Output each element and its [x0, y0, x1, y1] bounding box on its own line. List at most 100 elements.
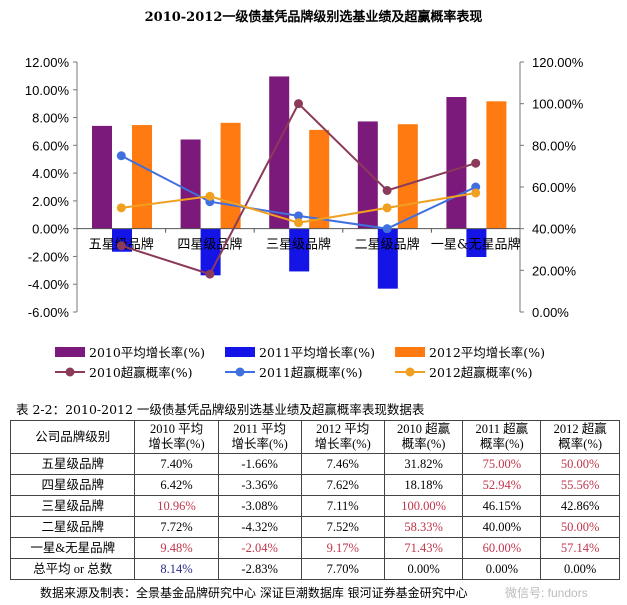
table-cell: 一星&无星品牌 [9, 537, 136, 559]
table-cell: 46.15% [462, 495, 542, 517]
table-cell: 8.14% [134, 558, 219, 580]
legend-marker [65, 367, 75, 377]
legend-marker [405, 367, 415, 377]
table-cell: 7.11% [300, 495, 385, 517]
legend-swatch-bar [55, 347, 85, 357]
table-caption: 表 2-2：2010-2012 一级债基凭品牌级别选基业绩及超赢概率表现数据表 [16, 402, 425, 417]
table-row: 二星级品牌 7.72% -4.32% 7.52% 58.33% 40.00% 50.00% [9, 516, 620, 538]
bar-2-4 [486, 101, 507, 229]
bar-2-2 [309, 129, 330, 229]
bar-1-4 [466, 228, 487, 257]
right-tick-label: 20.00% [532, 263, 577, 278]
category-label: 三星级品牌 [266, 237, 331, 253]
left-tick-label: 0.00% [32, 222, 69, 237]
line-point-0-0 [116, 241, 126, 251]
table-cell: 50.00% [540, 453, 620, 475]
table-cell: 五星级品牌 [9, 453, 136, 475]
table-cell: 7.72% [134, 516, 219, 538]
line-point-2-2 [294, 218, 303, 228]
line-point-0-4 [471, 158, 481, 168]
line-point-2-3 [382, 203, 392, 213]
right-tick-label: 40.00% [532, 222, 577, 237]
column-header: 2010 超赢 概率(%) [383, 420, 464, 454]
bar-0-2 [269, 76, 290, 229]
table-cell: 10.96% [134, 495, 219, 517]
table-cell: 0.00% [540, 558, 620, 580]
legend-swatch-bar [395, 347, 425, 357]
table-cell: -2.83% [217, 558, 302, 580]
column-header: 2012 超赢 概率(%) [540, 420, 620, 454]
table-cell: 50.00% [540, 516, 620, 538]
line-point-1-2 [294, 211, 303, 221]
bar-2-3 [397, 124, 418, 229]
bar-2-1 [220, 122, 241, 229]
line-point-2-1 [205, 191, 215, 201]
left-tick-label: 10.00% [25, 83, 70, 98]
table-cell: 71.43% [383, 537, 464, 559]
table-cell: 58.33% [383, 516, 464, 538]
table-header-row: 公司品牌级别 2010 平均 增长率(%) 2011 平均 增长率(%) 2012 平均增… [9, 420, 620, 454]
right-tick-label: 100.00% [532, 97, 584, 112]
table-cell: 100.00% [383, 495, 464, 517]
table-cell: 9.17% [300, 537, 385, 559]
table-cell: 三星级品牌 [9, 495, 136, 517]
table-cell: 60.00% [462, 537, 542, 559]
header-text: 2012 平均 [316, 422, 370, 436]
table-cell: -3.36% [217, 474, 302, 496]
left-tick-label: -2.00% [28, 249, 70, 264]
table-cell: 40.00% [462, 516, 542, 538]
table-cell: -1.66% [217, 453, 302, 475]
column-header: 2011 超赢 概率(%) [462, 420, 542, 454]
table-cell: 31.82% [383, 453, 464, 475]
left-tick-label: -6.00% [28, 305, 70, 320]
header-text: 2011 平均 [233, 422, 286, 436]
table-cell: 42.86% [540, 495, 620, 517]
table-cell: 四星级品牌 [9, 474, 136, 496]
table-cell: 52.94% [462, 474, 542, 496]
legend-label: 2010平均增长率(%) [89, 345, 205, 360]
table-row: 五星级品牌 7.40% -1.66% 7.46% 31.82% 75.00% 50.00% [9, 453, 620, 475]
table-cell: 7.40% [134, 453, 219, 475]
table-cell: 7.52% [300, 516, 385, 538]
category-label: 一星&无星品牌 [431, 237, 521, 253]
line-point-2-4 [471, 188, 481, 198]
header-text: 增长率(%) [231, 437, 288, 451]
header-text: 概率(%) [401, 437, 446, 451]
legend-label: 2011平均增长率(%) [259, 345, 375, 360]
right-tick-label: 80.00% [532, 138, 577, 153]
table-cell: 二星级品牌 [9, 516, 136, 538]
table-cell: 6.42% [134, 474, 219, 496]
right-tick-label: 60.00% [532, 180, 577, 195]
legend-label: 2011超赢概率(%) [259, 365, 362, 380]
left-tick-label: 4.00% [32, 166, 69, 181]
line-point-0-1 [205, 269, 215, 279]
table-cell: -4.32% [217, 516, 302, 538]
header-text: 增长率(%) [148, 437, 205, 451]
table-cell: -2.04% [217, 537, 302, 559]
header-text: 增长率(%) [314, 437, 371, 451]
legend-swatch-bar [225, 347, 255, 357]
left-tick-label: 8.00% [32, 111, 69, 126]
bar-1-2 [289, 228, 310, 272]
right-tick-label: 0.00% [532, 305, 569, 320]
table-cell: 0.00% [383, 558, 464, 580]
column-header: 公司品牌级别 [9, 420, 136, 454]
legend-label: 2010超赢概率(%) [89, 365, 192, 380]
table-cell: 0.00% [462, 558, 542, 580]
chart-title: 2010-2012一级债基凭品牌级别选基业绩及超赢概率表现 [144, 10, 483, 25]
bar-0-4 [446, 97, 467, 229]
legend-label: 2012平均增长率(%) [429, 345, 545, 360]
line-point-1-3 [382, 224, 392, 234]
legend-label: 2012超赢概率(%) [429, 365, 532, 380]
bar-2-0 [132, 125, 152, 229]
header-text: 2012 超赢 [553, 422, 607, 436]
left-tick-label: 2.00% [32, 194, 69, 209]
table-cell: -3.08% [217, 495, 302, 517]
column-header: 2012 平均 增长率(%) [300, 420, 385, 454]
source-footer: 数据来源及制表：全景基金品牌研究中心 深证巨潮数据库 银河证券基金研究中心 [40, 586, 468, 600]
table-row: 四星级品牌 6.42% -3.36% 7.62% 18.18% 52.94% 55.56% [9, 474, 620, 496]
header-text: 概率(%) [558, 437, 603, 451]
right-tick-label: 120.00% [532, 55, 584, 70]
table-row: 总平均 or 总数 8.14% -2.83% 7.70% 0.00% 0.00% 0.00% [9, 558, 620, 580]
